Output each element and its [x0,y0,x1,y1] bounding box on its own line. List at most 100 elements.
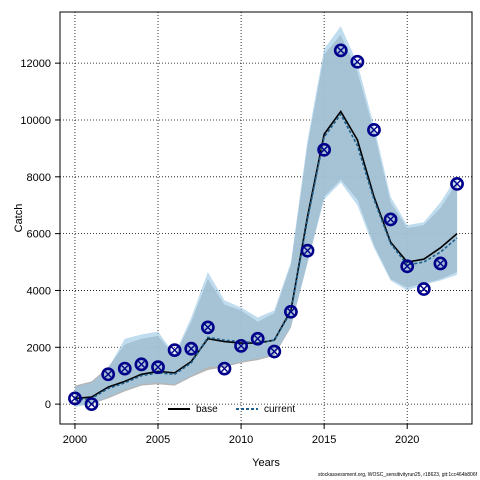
axes: 2000 2005 2010 2015 2020 0 2000 4000 6000 8000 100… [20,58,419,446]
observed-point-ring [450,177,464,191]
observed-point [167,343,182,358]
y-tick-label: 10000 [20,115,51,127]
observed-point [333,43,348,58]
observed-point-ring [250,331,265,346]
series-line-base [74,109,458,400]
observed-point-ring [184,341,199,356]
observed-point-ring [400,259,415,274]
observed-point-cross [154,363,162,371]
observed-point [84,397,99,412]
observed-point-ring [433,256,448,271]
confidence-band-current [74,26,458,407]
observed-point [416,282,431,296]
observed-point [250,331,265,346]
observed-point-cross [220,365,228,373]
observed-point [234,338,248,353]
observed-point-cross [71,394,79,402]
observed-point [300,243,315,258]
observed-point [433,256,448,271]
observed-point-cross [320,146,328,154]
observed-point [200,320,215,335]
x-tick-label: 2005 [146,434,170,446]
legend: base current [168,404,295,415]
observed-point-cross [337,46,345,54]
observed-point-cross [270,348,278,356]
x-tick-label: 2010 [229,434,253,446]
observed-point-cross [187,345,195,353]
observed-point-cross [387,215,395,223]
y-tick-label: 12000 [20,58,51,70]
y-axis-title: Catch [13,204,25,233]
plot-frame [59,11,473,425]
observed-points [68,43,464,412]
observed-point-ring [117,361,132,376]
observed-point-ring [267,344,282,359]
x-axis-title: Years [252,457,280,469]
observed-point-cross [370,126,378,134]
observed-point-ring [200,320,215,335]
observed-point-cross [204,323,212,331]
observed-point-cross [420,285,428,293]
observed-point-ring [317,142,332,157]
observed-point-ring [167,343,182,358]
observed-point-cross [121,365,129,373]
observed-point [350,54,365,69]
observed-point-cross [171,346,179,354]
x-tick-label: 2020 [395,434,419,446]
observed-point-ring [68,391,82,406]
observed-point-ring [84,397,99,412]
legend-base-label: base [196,404,218,415]
observed-point-cross [88,400,96,408]
y-tick-label: 6000 [27,229,51,241]
observed-point-ring [134,357,149,372]
observed-point [383,212,398,227]
observed-point [184,341,199,356]
observed-point-ring [151,360,165,375]
observed-point [267,344,282,359]
observed-point [151,360,165,375]
y-tick-label: 4000 [27,285,51,297]
observed-point-cross [237,342,245,350]
y-tick-label: 0 [45,399,51,411]
observed-point-cross [353,58,361,66]
observed-point-ring [284,304,298,319]
x-tick-label: 2000 [63,434,87,446]
confidence-bands [74,26,458,407]
observed-point [284,304,298,319]
observed-point-ring [217,361,232,376]
observed-point [317,142,332,157]
observed-point [117,361,132,376]
legend-current-label: current [264,404,295,415]
observed-point-cross [137,360,145,368]
x-tick-label: 2015 [312,434,336,446]
observed-point-cross [403,262,411,270]
observed-point-cross [436,259,444,267]
observed-point [400,259,415,274]
observed-point [367,123,381,137]
observed-point-ring [367,123,381,137]
y-tick-label: 2000 [27,342,51,354]
observed-point [450,177,464,191]
observed-point-ring [101,367,116,382]
observed-point [134,357,149,372]
observed-point-ring [350,54,365,69]
observed-point-cross [304,247,312,255]
observed-point-ring [300,243,315,258]
observed-point [217,361,232,376]
observed-point-ring [234,338,248,353]
footer-credit: stockassessment.org, WOSC_sensitivityrun… [318,472,478,478]
observed-point [68,391,82,406]
observed-point-ring [333,43,348,58]
observed-point-cross [254,335,262,343]
observed-point-cross [104,370,112,378]
series-lines [74,109,458,401]
observed-point-ring [416,282,431,296]
y-tick-label: 8000 [27,172,51,184]
series-line-current [74,112,458,401]
observed-point-ring [383,212,398,227]
observed-point [101,367,116,382]
observed-point-cross [287,308,295,316]
observed-point-cross [453,180,461,188]
